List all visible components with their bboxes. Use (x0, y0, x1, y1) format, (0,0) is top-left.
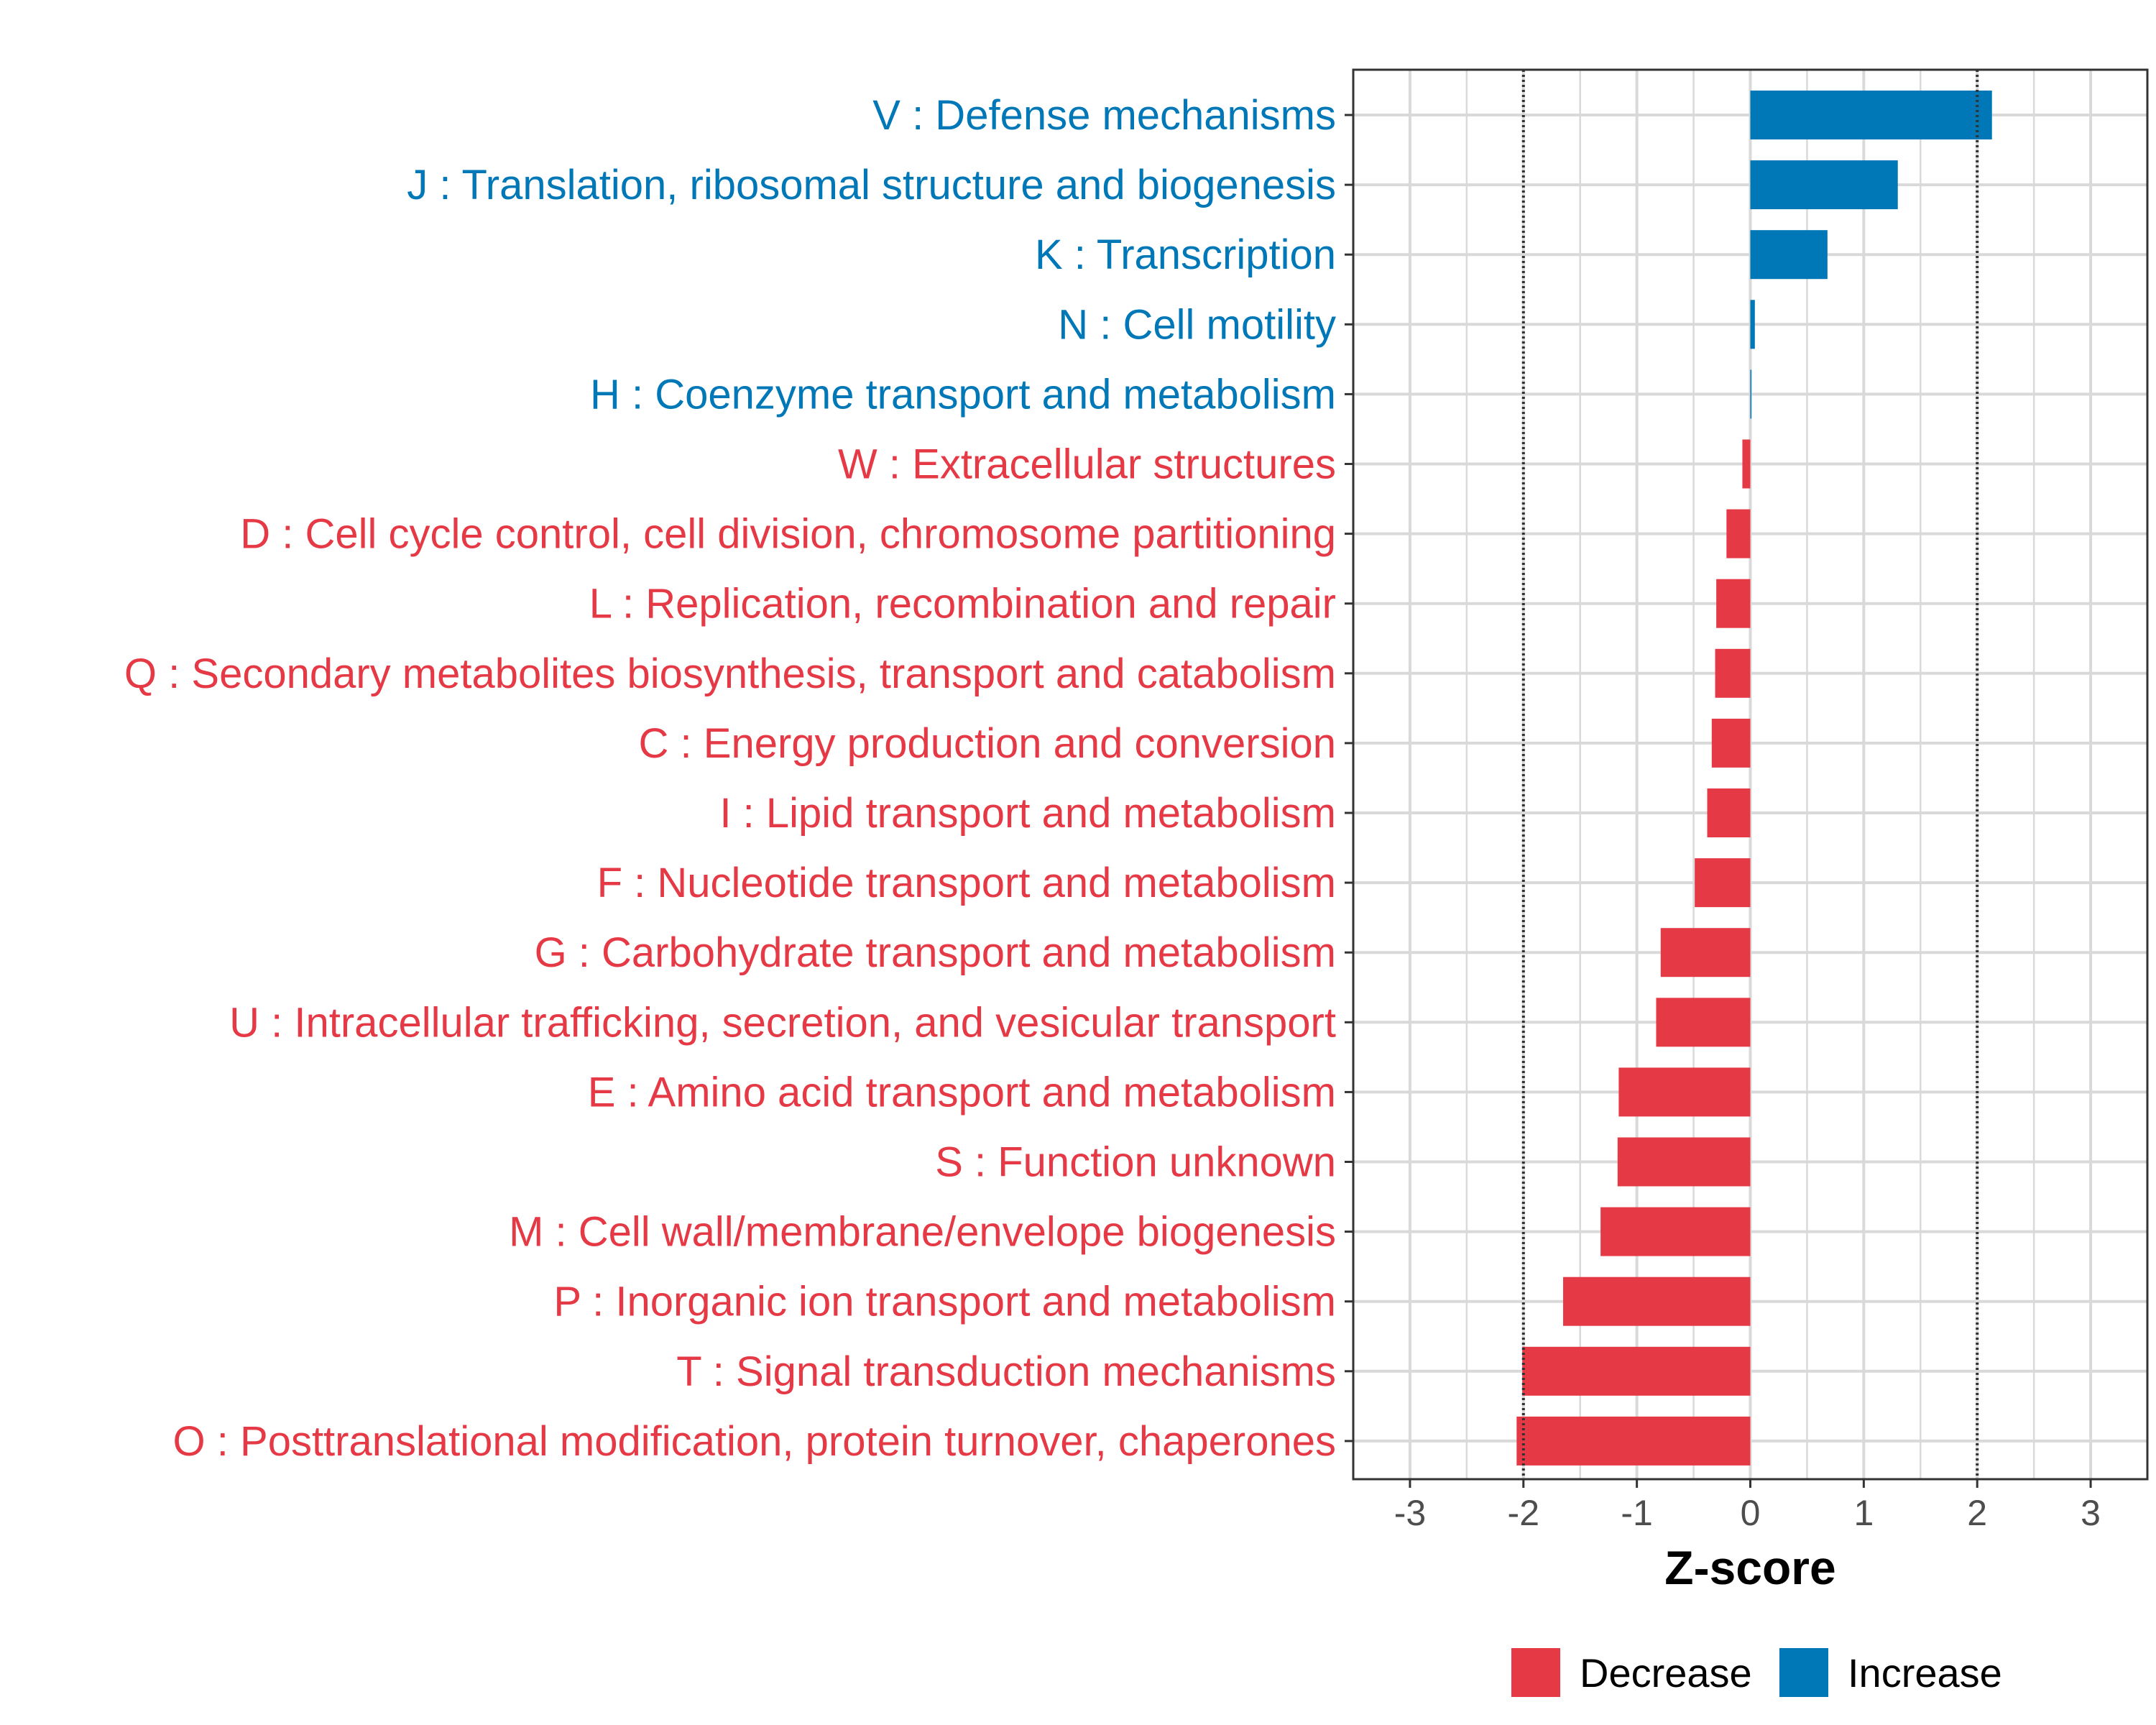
y-axis-ticks (1345, 114, 1353, 1443)
x-tick-label: 2 (1967, 1493, 1987, 1533)
bar (1750, 91, 1992, 139)
bar (1563, 1276, 1751, 1326)
reference-lines (1521, 70, 1979, 1479)
category-label: I : Lipid transport and metabolism (719, 790, 1336, 837)
x-tick-label: -2 (1508, 1493, 1539, 1533)
category-label: P : Inorganic ion transport and metaboli… (553, 1279, 1336, 1325)
legend-swatch (1779, 1648, 1828, 1697)
legend-swatch (1511, 1648, 1560, 1697)
bar (1660, 928, 1751, 978)
category-label: V : Defense mechanisms (872, 92, 1336, 139)
category-label: S : Function unknown (935, 1139, 1336, 1186)
legend-label: Decrease (1580, 1650, 1752, 1696)
x-tick-label: 3 (2081, 1493, 2101, 1533)
category-label: L : Replication, recombination and repai… (589, 581, 1336, 627)
category-label: T : Signal transduction mechanisms (676, 1348, 1336, 1395)
bar (1618, 1067, 1751, 1117)
bar (1707, 788, 1751, 837)
x-tick-label: -1 (1621, 1493, 1652, 1533)
x-tick-label: 0 (1741, 1493, 1761, 1533)
bar (1750, 300, 1755, 349)
category-label: O : Posttranslational modification, prot… (173, 1418, 1336, 1465)
bar (1750, 160, 1898, 210)
bar (1600, 1207, 1751, 1256)
category-label: N : Cell motility (1058, 301, 1336, 348)
bar (1750, 230, 1828, 280)
category-label: J : Translation, ribosomal structure and… (407, 162, 1336, 208)
bar (1716, 579, 1751, 628)
bar (1516, 1416, 1751, 1466)
category-label: U : Intracellular trafficking, secretion… (229, 999, 1336, 1046)
category-label: E : Amino acid transport and metabolism (588, 1069, 1336, 1116)
legend-label: Increase (1848, 1650, 2002, 1696)
bar (1715, 648, 1751, 698)
category-label: W : Extracellular structures (838, 441, 1336, 488)
category-label: K : Transcription (1035, 231, 1336, 278)
bar (1750, 369, 1752, 419)
category-label: D : Cell cycle control, cell division, c… (240, 511, 1336, 558)
category-label: H : Coenzyme transport and metabolism (590, 371, 1336, 418)
bar (1726, 509, 1751, 558)
category-label: C : Energy production and conversion (639, 720, 1336, 767)
bar (1742, 439, 1751, 489)
x-axis-title: Z-score (1664, 1541, 1835, 1594)
bar (1711, 718, 1751, 768)
category-label: G : Carbohydrate transport and metabolis… (535, 929, 1336, 976)
bar (1522, 1346, 1751, 1396)
x-axis-ticks: -3 -2 -1 0 1 2 3 (1394, 1479, 2101, 1533)
category-label: M : Cell wall/membrane/envelope biogenes… (509, 1209, 1336, 1256)
x-tick-label: 1 (1853, 1493, 1874, 1533)
legend: Decrease Increase (1511, 1648, 2002, 1697)
category-label: F : Nucleotide transport and metabolism (597, 860, 1336, 906)
bar (1695, 858, 1751, 908)
bar (1617, 1137, 1751, 1187)
bar (1656, 998, 1751, 1047)
category-label: Q : Secondary metabolites biosynthesis, … (124, 650, 1336, 697)
x-tick-label: -3 (1394, 1493, 1426, 1533)
bars (1516, 91, 1992, 1466)
y-axis-category-labels: V : Defense mechanisms J : Translation, r… (124, 92, 1336, 1465)
